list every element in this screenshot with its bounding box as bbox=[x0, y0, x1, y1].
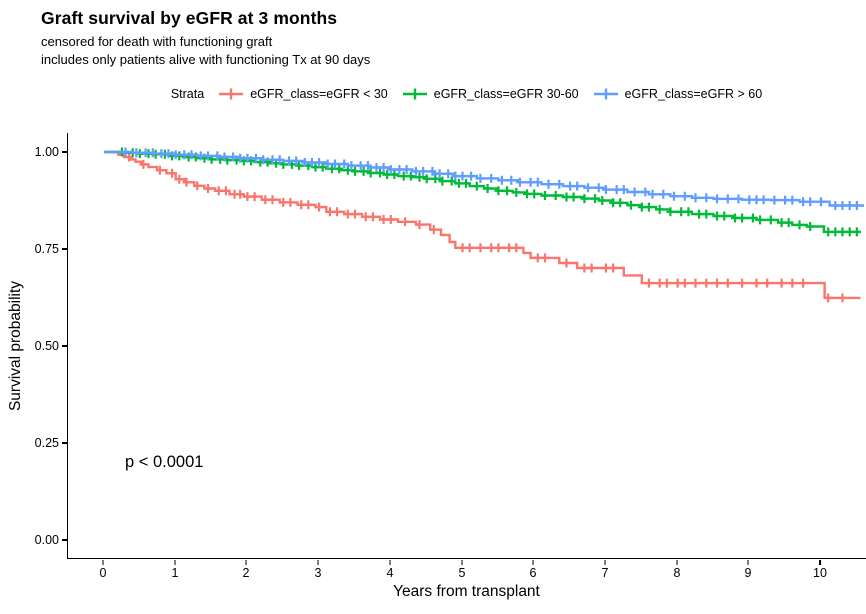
pvalue-annotation: p < 0.0001 bbox=[125, 453, 204, 471]
x-axis-tick: 5 bbox=[458, 560, 466, 580]
y-tick-mark bbox=[62, 539, 67, 541]
x-tick-mark bbox=[461, 560, 463, 565]
x-tick-label: 2 bbox=[242, 566, 250, 580]
x-tick-label: 0 bbox=[99, 566, 107, 580]
y-axis-tick: 0.00 bbox=[0, 533, 67, 547]
x-tick-mark bbox=[174, 560, 176, 565]
legend-item-egfr-30-60: eGFR_class=eGFR 30-60 bbox=[401, 86, 579, 102]
strata-legend: Strata eGFR_class=eGFR < 30 eGFR_class=e… bbox=[67, 84, 866, 104]
x-tick-label: 7 bbox=[601, 566, 609, 580]
x-axis-title: Years from transplant bbox=[393, 583, 540, 600]
km-plot-panel bbox=[67, 133, 866, 559]
y-tick-mark bbox=[62, 248, 67, 250]
x-tick-label: 5 bbox=[458, 566, 466, 580]
legend-title: Strata bbox=[170, 87, 205, 101]
y-tick-label: 1.00 bbox=[34, 145, 59, 159]
y-axis-tick: 1.00 bbox=[0, 145, 67, 159]
y-axis-tick: 0.50 bbox=[0, 339, 67, 353]
y-tick-label: 0.00 bbox=[34, 533, 59, 547]
x-tick-mark bbox=[747, 560, 749, 565]
figure-subtitle-line-1: censored for death with functioning graf… bbox=[41, 34, 273, 49]
y-axis-title: Survival probability bbox=[7, 280, 24, 412]
legend-item-label: eGFR_class=eGFR < 30 bbox=[250, 87, 388, 101]
x-tick-label: 9 bbox=[744, 566, 752, 580]
x-tick-mark bbox=[532, 560, 534, 565]
legend-key-line-cross-icon bbox=[593, 88, 618, 100]
legend-key-line-cross-icon bbox=[402, 88, 427, 100]
figure-subtitle-line-2: includes only patients alive with functi… bbox=[41, 52, 371, 67]
x-tick-label: 1 bbox=[171, 566, 179, 580]
x-tick-label: 6 bbox=[529, 566, 537, 580]
x-tick-mark bbox=[245, 560, 247, 565]
x-tick-label: 3 bbox=[314, 566, 322, 580]
x-tick-mark bbox=[102, 560, 104, 565]
x-tick-mark bbox=[389, 560, 391, 565]
figure-title: Graft survival by eGFR at 3 months bbox=[41, 8, 338, 28]
x-axis-tick: 2 bbox=[242, 560, 250, 580]
y-tick-label: 0.75 bbox=[34, 242, 59, 256]
x-axis-tick: 7 bbox=[601, 560, 609, 580]
legend-item-egfr-gt-60: eGFR_class=eGFR > 60 bbox=[592, 86, 763, 102]
x-axis-tick: 1 bbox=[171, 560, 179, 580]
legend-item-egfr-lt-30: eGFR_class=eGFR < 30 bbox=[217, 86, 388, 102]
x-axis-tick: 6 bbox=[529, 560, 537, 580]
x-tick-label: 8 bbox=[673, 566, 681, 580]
legend-item-label: eGFR_class=eGFR 30-60 bbox=[433, 87, 579, 101]
y-tick-label: 0.50 bbox=[34, 339, 59, 353]
x-tick-mark bbox=[676, 560, 678, 565]
y-tick-label: 0.25 bbox=[34, 436, 59, 450]
x-axis-tick: 10 bbox=[813, 560, 827, 580]
x-tick-mark bbox=[819, 560, 821, 565]
x-tick-label: 10 bbox=[813, 566, 827, 580]
y-axis-tick: 0.75 bbox=[0, 242, 67, 256]
y-axis-tick: 0.25 bbox=[0, 436, 67, 450]
legend-item-label: eGFR_class=eGFR > 60 bbox=[624, 87, 763, 101]
y-tick-mark bbox=[62, 151, 67, 153]
x-axis-tick: 3 bbox=[314, 560, 322, 580]
x-tick-mark bbox=[317, 560, 319, 565]
x-axis-tick: 8 bbox=[673, 560, 681, 580]
x-tick-label: 4 bbox=[386, 566, 394, 580]
x-axis-tick: 4 bbox=[386, 560, 394, 580]
x-axis-tick: 0 bbox=[99, 560, 107, 580]
legend-key-line-cross-icon bbox=[219, 88, 244, 100]
y-tick-mark bbox=[62, 345, 67, 347]
x-axis-tick: 9 bbox=[744, 560, 752, 580]
y-tick-mark bbox=[62, 442, 67, 444]
survival-curves-svg bbox=[104, 147, 864, 303]
x-tick-mark bbox=[604, 560, 606, 565]
